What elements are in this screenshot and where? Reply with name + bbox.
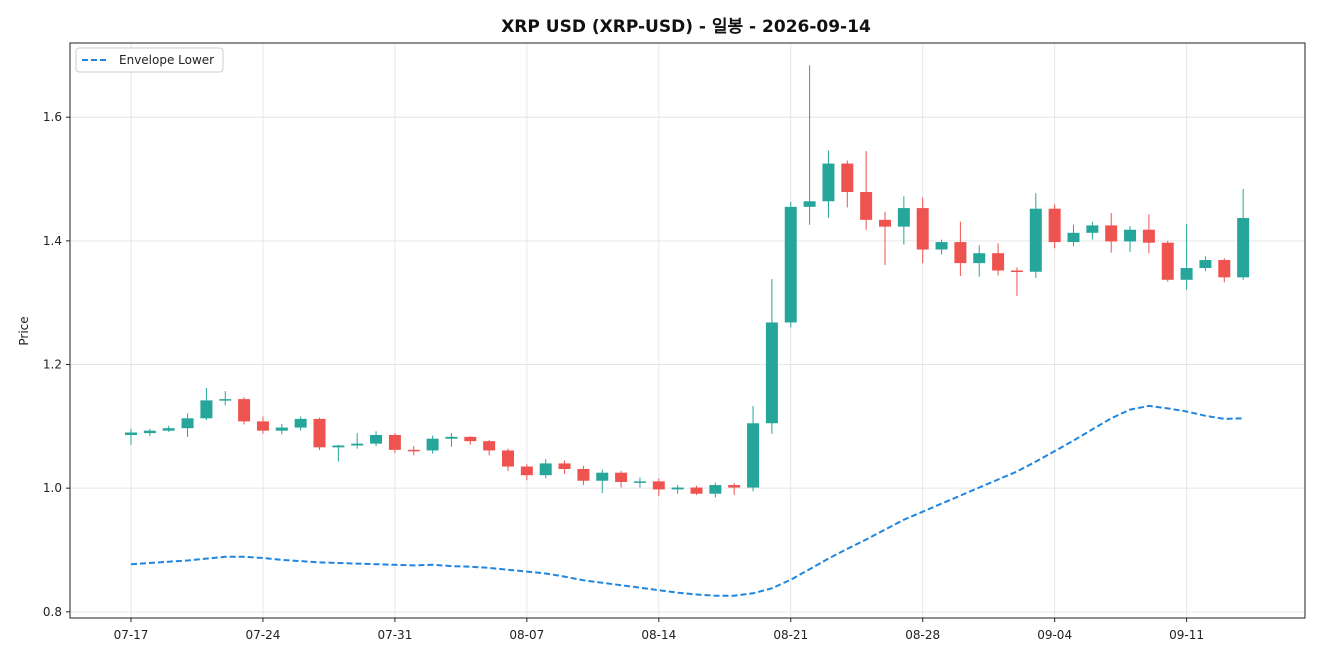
candle-body [426,438,439,451]
candle-body [1180,268,1193,280]
candle-body [332,445,345,448]
y-axis-label: Price [17,316,31,345]
y-tick-label: 1.0 [43,481,62,495]
candle-body [1237,217,1250,278]
x-tick-label: 08-07 [509,628,544,642]
candle-body [596,472,609,481]
x-tick-label: 08-28 [905,628,940,642]
candle-body [615,472,628,482]
candle-body [502,450,514,467]
candle-body [709,485,722,494]
candle-body [1142,229,1155,243]
candle-body [1124,229,1137,242]
envelope-lower-line [130,404,1244,597]
y-tick-label: 1.6 [43,110,62,124]
chart-title: XRP USD (XRP-USD) - 일봉 - 2026-09-14 [501,17,871,37]
x-tick-label: 09-04 [1037,628,1072,642]
candle-body [935,242,948,250]
candle-body [483,441,496,451]
candle-body [539,463,552,476]
candle-body [313,418,326,448]
candle-body [897,208,910,227]
y-tick-label: 1.4 [43,234,62,248]
candle-body [803,201,816,207]
candle-body [765,322,778,424]
candle-body [822,163,835,202]
candle-body [954,242,967,264]
candle-body [238,399,251,422]
candle-body [181,418,194,429]
x-tick-label: 07-17 [114,628,149,642]
y-tick-label: 0.8 [43,605,62,619]
candle-body [388,434,401,450]
candle-body [973,253,986,264]
candle-body [294,418,307,428]
candle-body [1086,225,1099,233]
candle-body [577,468,590,481]
candle-body [370,434,383,444]
x-tick-label: 08-14 [641,628,676,642]
candle-body [860,192,873,220]
candle-body [1218,260,1231,278]
y-tick-label: 1.2 [43,358,62,372]
candle-body [633,481,646,483]
candle-body [916,208,929,250]
candle-body [1199,260,1212,269]
plot-area: 0.8 1.0 1.2 1.4 1.6 07-17 07-24 07-31 08-07 08-14… [43,42,1306,642]
candle-body [1048,208,1061,243]
candle-body [841,163,854,193]
candle-body [407,449,420,452]
candle-body [652,481,665,490]
candle-body [275,427,288,431]
x-tick-label: 07-31 [377,628,412,642]
candle-body [464,436,477,442]
candle-body [558,463,571,469]
candle-body [219,399,232,401]
candle-body [520,466,533,476]
candle-body [351,443,364,446]
candle-body [784,206,797,323]
x-tick-label: 07-24 [246,628,281,642]
x-tick-label: 09-11 [1169,628,1204,642]
candle-body [200,400,213,419]
candle-body [671,487,684,490]
candle-body [690,487,703,494]
candle-body [1161,242,1174,280]
candle-body [1010,270,1023,273]
candle-body [1105,225,1118,242]
candle-body [728,485,741,488]
plot-background [70,43,1305,618]
legend-box [75,47,224,73]
plot-frame [69,42,1306,619]
candle-body [143,430,156,434]
candle-body [445,436,458,439]
candle-body [992,253,1005,271]
x-tick-label: 08-21 [773,628,808,642]
candle-body [256,421,269,431]
candle-body [747,423,760,488]
legend-label: Envelope Lower [119,53,214,67]
legend: Envelope Lower [75,47,224,73]
candle-body [162,428,175,431]
candle-body [879,219,891,227]
candle-body [125,432,137,435]
candle-body [1029,208,1042,272]
candle-body [1067,232,1080,243]
